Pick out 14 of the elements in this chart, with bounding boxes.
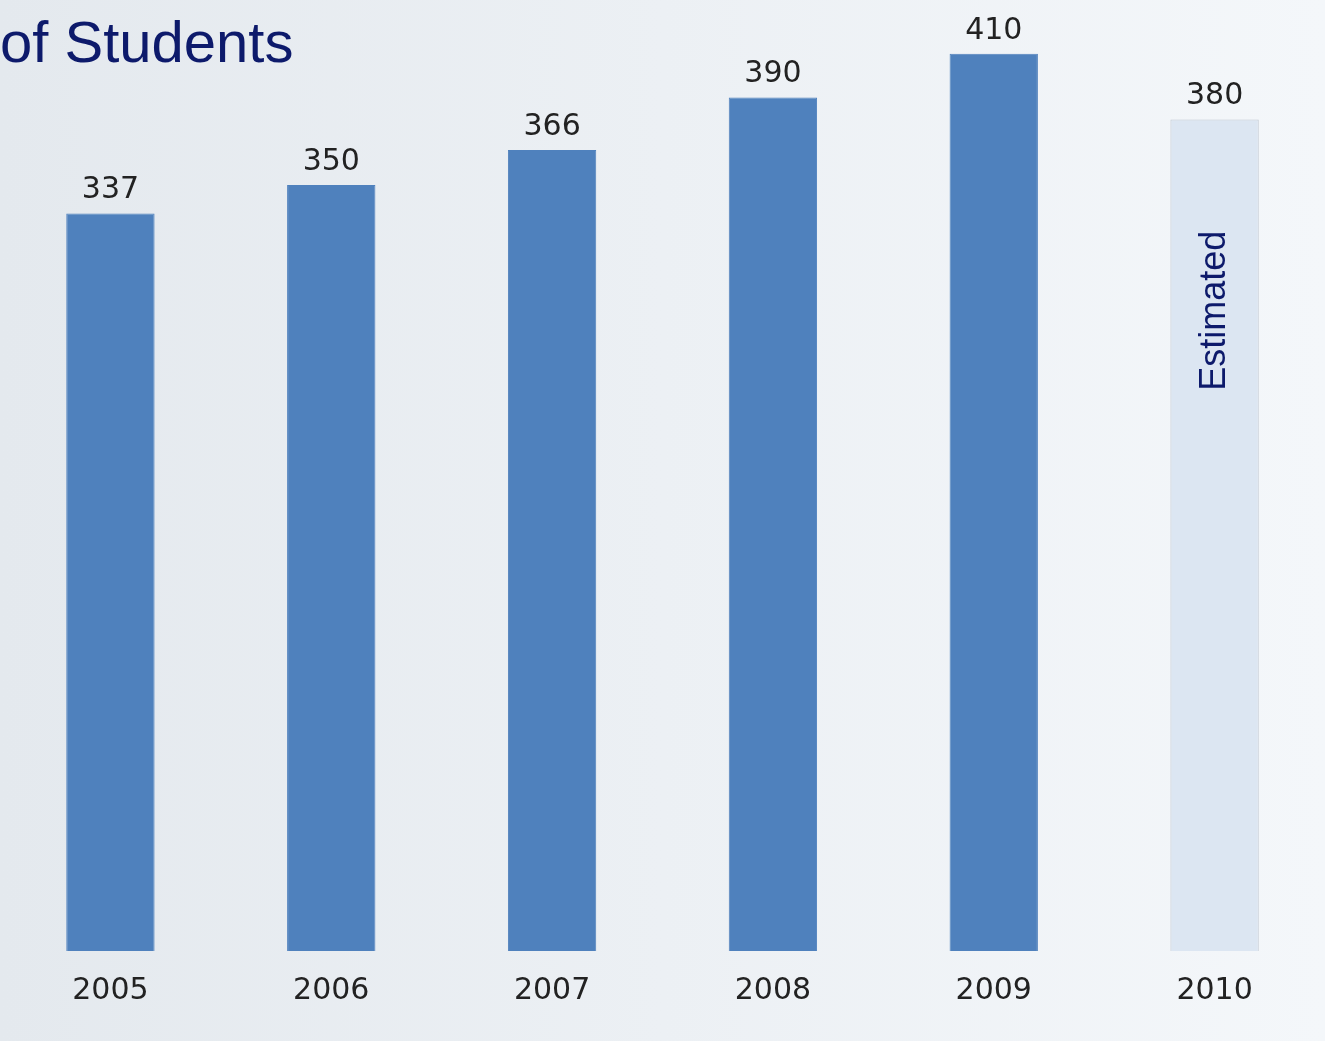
x-tick-label: 2010 [1176,970,1253,1006]
annotation: Estimated [1191,230,1233,391]
data-label: 337 [81,170,140,206]
data-label: 380 [1185,76,1244,112]
data-label: 390 [744,54,802,90]
data-label: 350 [302,141,360,177]
x-tick-label: 2007 [513,970,591,1006]
x-tick-label: 2008 [734,970,812,1006]
x-tick-label: 2005 [72,970,149,1006]
data-label: 410 [965,10,1023,46]
x-tick-label: 2006 [293,970,370,1006]
data-label: 366 [523,106,581,142]
x-tick-label: 2009 [955,970,1032,1006]
chart-title: of Students [0,8,294,75]
